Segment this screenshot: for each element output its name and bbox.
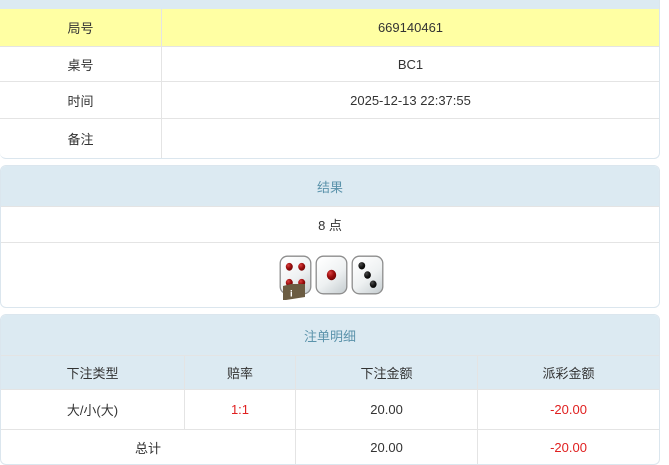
svg-text:i: i (290, 289, 293, 300)
